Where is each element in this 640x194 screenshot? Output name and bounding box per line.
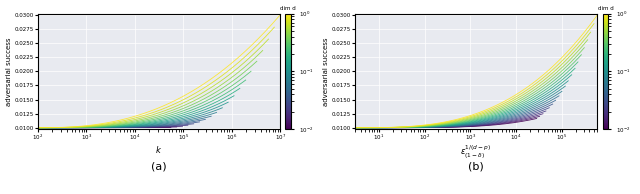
Title: dim d: dim d [280, 6, 296, 10]
Y-axis label: adversarial success: adversarial success [6, 37, 12, 106]
Y-axis label: adversarial success: adversarial success [323, 37, 329, 106]
Text: (a): (a) [151, 161, 167, 171]
X-axis label: $\epsilon^{1/(d-p)}_{(1-\delta)}$: $\epsilon^{1/(d-p)}_{(1-\delta)}$ [461, 144, 492, 161]
Title: dim d: dim d [598, 6, 613, 10]
Text: (b): (b) [468, 161, 484, 171]
X-axis label: $k$: $k$ [156, 144, 163, 155]
